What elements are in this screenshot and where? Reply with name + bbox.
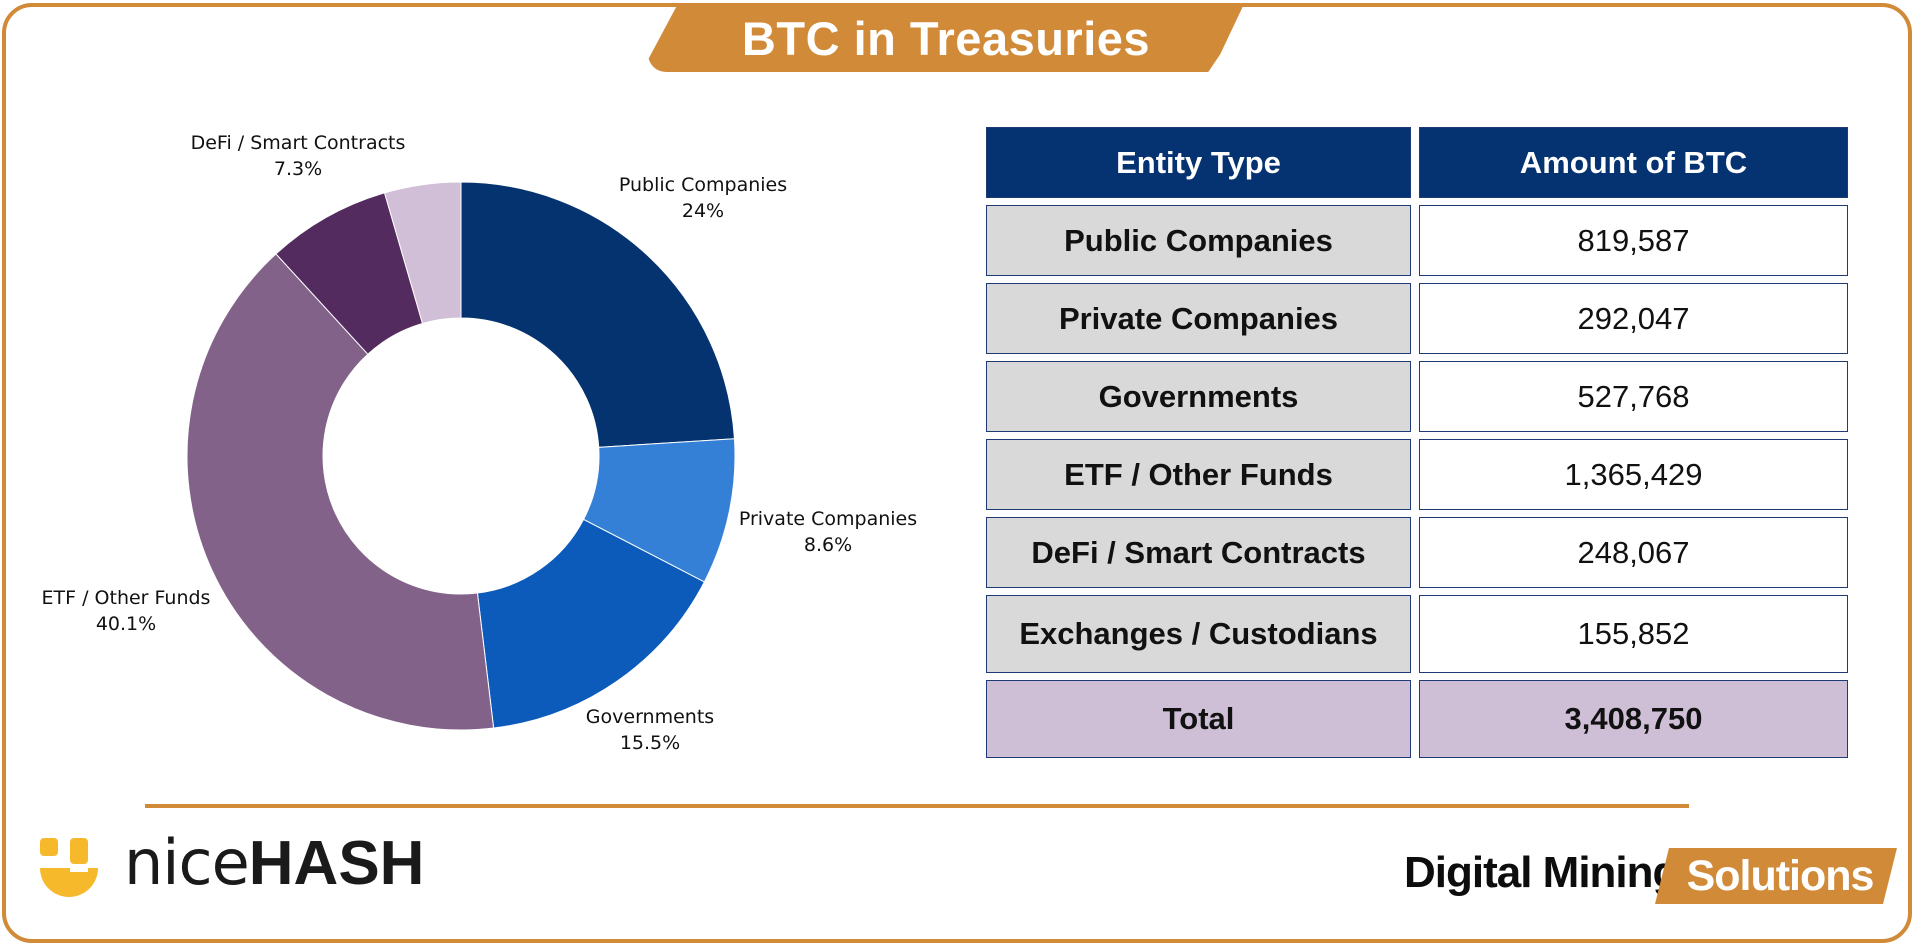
slice-label-governments: Governments 15.5%	[560, 704, 740, 756]
slice-label-private: Private Companies 8.6%	[728, 506, 928, 558]
page-title: BTC in Treasuries	[741, 11, 1151, 65]
entity-cell: Governments	[986, 361, 1411, 432]
slice-label-defi-name: DeFi / Smart Contracts	[190, 132, 406, 154]
table-row: ETF / Other Funds 1,365,429	[986, 439, 1848, 510]
slice-label-public: Public Companies 24%	[598, 172, 808, 224]
slice-label-defi: DeFi / Smart Contracts 7.3%	[178, 130, 418, 182]
entity-cell: Public Companies	[986, 205, 1411, 276]
amount-cell: 819,587	[1419, 205, 1848, 276]
donut-slice-etf-other-funds	[186, 253, 495, 731]
slice-label-governments-name: Governments	[585, 706, 715, 728]
nicehash-logo-icon	[40, 838, 98, 897]
slice-label-private-name: Private Companies	[738, 508, 918, 530]
table-row: Exchanges / Custodians 155,852	[986, 595, 1848, 673]
table-row: Governments 527,768	[986, 361, 1848, 432]
footer-divider	[145, 804, 1689, 808]
btc-treasuries-table: Entity Type Amount of BTC Public Compani…	[978, 120, 1856, 765]
donut-slice-governments	[476, 518, 706, 729]
nicehash-wordmark: niceHASH	[124, 826, 424, 899]
total-amount-cell: 3,408,750	[1419, 680, 1848, 758]
nicehash-wordmark-bold: HASH	[248, 829, 425, 898]
table-total-row: Total 3,408,750	[986, 680, 1848, 758]
donut-slice-public-companies	[460, 181, 735, 448]
table-row: DeFi / Smart Contracts 248,067	[986, 517, 1848, 588]
amount-cell: 527,768	[1419, 361, 1848, 432]
header-entity-type: Entity Type	[986, 127, 1411, 198]
slice-label-governments-pct: 15.5%	[619, 732, 681, 754]
header-amount: Amount of BTC	[1419, 127, 1848, 198]
donut-chart	[186, 181, 736, 731]
table-row: Public Companies 819,587	[986, 205, 1848, 276]
entity-cell: DeFi / Smart Contracts	[986, 517, 1411, 588]
entity-cell: Private Companies	[986, 283, 1411, 354]
amount-cell: 1,365,429	[1419, 439, 1848, 510]
nicehash-wordmark-light: nice	[124, 826, 250, 899]
table-header-row: Entity Type Amount of BTC	[986, 127, 1848, 198]
slice-label-defi-pct: 7.3%	[273, 158, 323, 180]
entity-cell: Exchanges / Custodians	[986, 595, 1411, 673]
amount-cell: 248,067	[1419, 517, 1848, 588]
slice-label-public-name: Public Companies	[618, 174, 788, 196]
slice-label-private-pct: 8.6%	[803, 534, 853, 556]
slice-label-public-pct: 24%	[681, 200, 725, 222]
slice-label-etf: ETF / Other Funds 40.1%	[28, 585, 224, 637]
amount-cell: 155,852	[1419, 595, 1848, 673]
title-tab	[648, 4, 1244, 72]
dms-wordmark: Digital Mining	[1404, 848, 1679, 897]
donut-slice-exchanges-custodians	[383, 181, 462, 325]
slice-label-etf-name: ETF / Other Funds	[41, 587, 211, 609]
entity-cell: ETF / Other Funds	[986, 439, 1411, 510]
slice-label-etf-pct: 40.1%	[95, 613, 157, 635]
total-label-cell: Total	[986, 680, 1411, 758]
dms-tag-text: Solutions	[1686, 851, 1875, 900]
amount-cell: 292,047	[1419, 283, 1848, 354]
table-row: Private Companies 292,047	[986, 283, 1848, 354]
